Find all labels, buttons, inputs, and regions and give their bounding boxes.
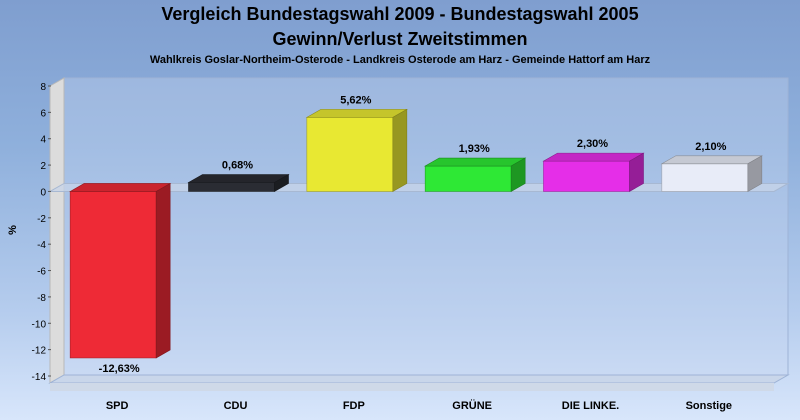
- y-tick-label: -4: [37, 240, 46, 251]
- data-label: 0,68%: [222, 159, 253, 171]
- bar-top-face: [69, 183, 172, 192]
- x-category-label: Sonstige: [686, 400, 732, 412]
- y-tick-label: -8: [37, 293, 46, 304]
- bar-gr-ne: [424, 165, 512, 192]
- bar-top-face: [305, 109, 408, 118]
- bar-top-face: [660, 155, 763, 165]
- bar-cdu: [188, 182, 275, 192]
- bar-side-face: [274, 173, 289, 192]
- y-tick-label: 0: [40, 187, 46, 198]
- bar-side-face: [510, 157, 526, 192]
- chart-title-line2: Gewinn/Verlust Zweitstimmen: [272, 29, 528, 49]
- y-tick-label: -12: [32, 346, 47, 357]
- bar-top-face: [542, 152, 645, 162]
- y-tick-label: -14: [32, 372, 47, 383]
- y-tick-label: 8: [40, 82, 46, 93]
- bar-side-face: [155, 182, 171, 359]
- y-tick-label: 2: [40, 161, 46, 172]
- chart-title-line1: Vergleich Bundestagswahl 2009 - Bundesta…: [161, 4, 639, 24]
- x-category-label: DIE LINKE.: [562, 400, 619, 412]
- data-label: 2,30%: [577, 138, 608, 150]
- bar-fdp: [306, 117, 394, 192]
- bar-side-face: [629, 152, 644, 192]
- plot-side-wall: [49, 77, 65, 384]
- bar-side-face: [747, 155, 763, 192]
- plot-floor: [48, 374, 790, 384]
- x-category-label: CDU: [224, 400, 248, 412]
- chart-subtitle: Wahlkreis Goslar-Northeim-Osterode - Lan…: [149, 54, 651, 66]
- bar-spd: [69, 191, 157, 359]
- bar-side-face: [392, 108, 408, 192]
- data-label: -12,63%: [99, 363, 140, 375]
- y-tick-label: -2: [37, 214, 46, 225]
- x-category-label: GRÜNE: [452, 399, 492, 412]
- plot-floor-edge: [50, 383, 774, 391]
- bar-top-face: [424, 157, 527, 167]
- y-tick-label: 4: [40, 135, 46, 146]
- y-tick-label: -10: [32, 319, 47, 330]
- y-tick-label: -6: [37, 267, 46, 278]
- bar-sonstige: [661, 163, 749, 192]
- bar-top-face: [187, 174, 290, 183]
- data-label: 2,10%: [695, 141, 726, 153]
- bar-die-linke-: [543, 160, 630, 192]
- data-label: 1,93%: [459, 143, 490, 155]
- y-tick-label: 6: [40, 108, 46, 119]
- x-category-label: SPD: [106, 400, 129, 412]
- plot-back-wall: [63, 77, 789, 376]
- data-label: 5,62%: [340, 94, 371, 106]
- x-category-label: FDP: [343, 400, 365, 412]
